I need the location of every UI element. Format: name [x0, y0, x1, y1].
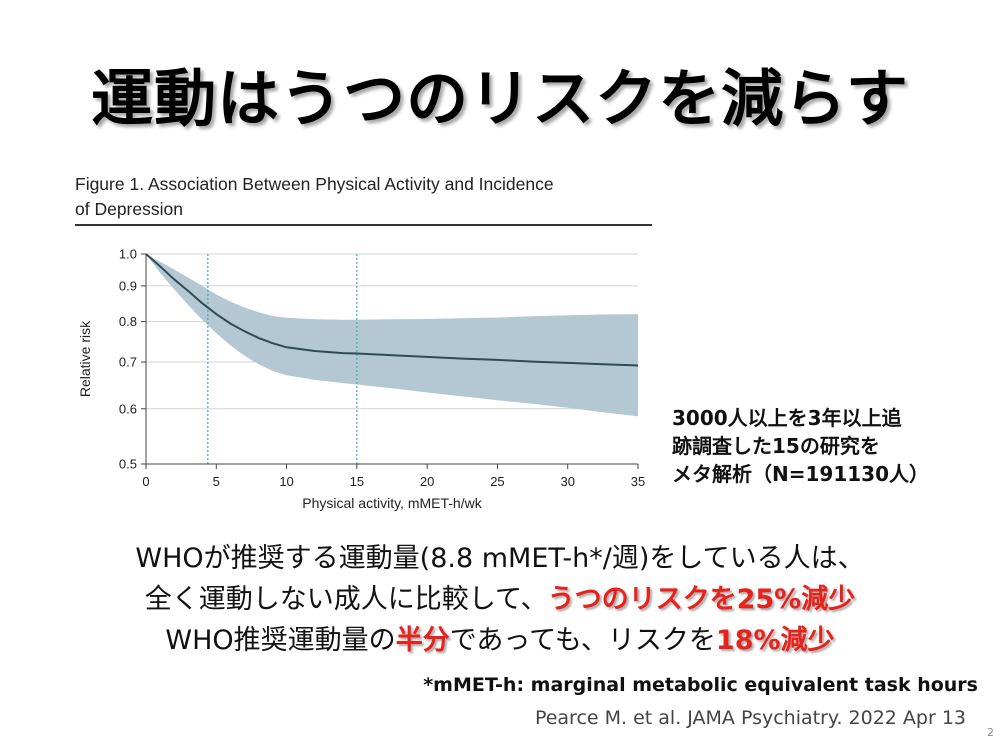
figure-title: Figure 1. Association Between Physical A…: [75, 172, 635, 222]
y-tick-label-1: 0.6: [119, 401, 137, 416]
y-tick-label-5: 1.0: [119, 247, 137, 262]
x-tick-label-6: 30: [560, 474, 574, 489]
y-tick-label-3: 0.8: [119, 314, 137, 329]
x-tick-label-0: 0: [142, 474, 149, 489]
x-tick-label-5: 25: [490, 474, 504, 489]
finding-highlight-half: 半分: [395, 625, 450, 656]
citation: Pearce M. et al. JAMA Psychiatry. 2022 A…: [534, 707, 966, 729]
finding-highlight-18-percent: 18%減少: [715, 625, 835, 656]
x-tick-label-1: 5: [213, 474, 220, 489]
page-number: 2: [987, 726, 994, 739]
key-findings: WHOが推奨する運動量(8.8 mMET-h*/週)をしている人は、 全く運動し…: [0, 538, 1000, 661]
finding-highlight-25-percent: うつのリスクを25%減少: [547, 584, 856, 615]
figure-title-line-2: of Depression: [75, 199, 183, 219]
study-summary-line-1: 3000人以上を3年以上追: [672, 406, 902, 430]
y-axis-label: Relative risk: [77, 320, 93, 397]
x-axis-label: Physical activity, mMET-h/wk: [302, 495, 482, 511]
y-tick-label-4: 0.9: [119, 278, 137, 293]
finding-line-1: WHOが推奨する運動量(8.8 mMET-h*/週)をしている人は、: [135, 543, 865, 574]
study-summary-line-3: メタ解析（N=191130人）: [672, 462, 929, 486]
y-tick-label-0: 0.5: [119, 457, 137, 472]
finding-line-3-text-b: であっても、リスクを: [449, 625, 716, 656]
finding-line-3: WHO推奨運動量の半分であっても、リスクを18%減少: [0, 620, 1000, 661]
relative-risk-chart: 0 5 10 15 20 25 30 35 0.5 0.6 0.7 0.8 0.9 1.0 Physica…: [77, 247, 645, 512]
figure-title-rule: [75, 224, 652, 226]
finding-line-2-text: 全く運動しない成人に比較して、: [144, 584, 548, 615]
study-summary-line-2: 跡調査した15の研究を: [672, 434, 880, 458]
confidence-band: [146, 254, 638, 417]
finding-line-2: 全く運動しない成人に比較して、うつのリスクを25%減少: [0, 579, 1000, 620]
slide-title: 運動はうつのリスクを減らす: [91, 62, 909, 135]
x-tick-label-7: 35: [631, 474, 645, 489]
footnote: *mMET-h: marginal metabolic equivalent t…: [423, 674, 978, 696]
figure-title-line-1: Figure 1. Association Between Physical A…: [75, 174, 554, 194]
x-tick-label-3: 15: [350, 474, 364, 489]
finding-line-3-text-a: WHO推奨運動量の: [165, 625, 396, 656]
x-tick-label-4: 20: [420, 474, 434, 489]
y-tick-label-2: 0.7: [119, 355, 137, 370]
relative-risk-line: [145, 253, 639, 367]
axes: [141, 253, 639, 469]
tick-labels: 0 5 10 15 20 25 30 35 0.5 0.6 0.7 0.8 0.9 1.0: [119, 247, 645, 490]
x-tick-label-2: 10: [279, 474, 293, 489]
study-summary-note: 3000人以上を3年以上追 跡調査した15の研究を メタ解析（N=191130人…: [672, 404, 972, 488]
reference-lines: [207, 254, 358, 464]
